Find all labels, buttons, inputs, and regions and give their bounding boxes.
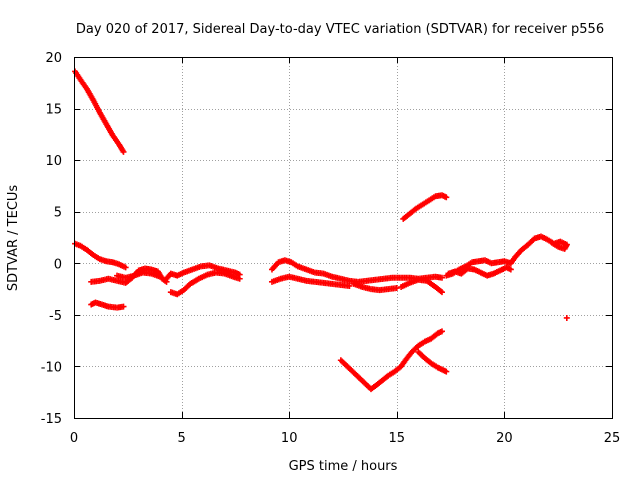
data-points	[72, 68, 570, 393]
series-arc-14	[415, 348, 450, 375]
data-point	[507, 266, 514, 273]
series-arc-1	[72, 68, 127, 155]
series-arc-8	[268, 257, 445, 285]
y-tick-label: 5	[54, 206, 62, 221]
x-tick-label: 10	[281, 431, 298, 446]
grid-lines	[74, 57, 612, 418]
x-tick-label: 25	[604, 431, 621, 446]
data-point	[346, 282, 353, 289]
series-arc-7	[167, 269, 243, 298]
y-tick-label: 15	[45, 103, 62, 118]
data-point	[443, 194, 450, 201]
data-point	[438, 328, 445, 335]
y-tick-label: -15	[41, 412, 62, 427]
series-arc-10	[350, 280, 400, 294]
series-arc-9	[268, 273, 353, 289]
axis-ticks: 0 5 10 15 20 25 -15 -10 -5 0 5 10 15 20	[41, 51, 621, 446]
data-point	[120, 303, 127, 310]
data-point	[122, 264, 129, 271]
series-arc-12	[400, 192, 450, 222]
series-arc-11	[398, 276, 445, 296]
data-point	[120, 148, 127, 155]
y-tick-label: -10	[41, 360, 62, 375]
series-arc-2	[72, 240, 129, 271]
x-tick-label: 15	[389, 431, 406, 446]
data-point	[443, 368, 450, 375]
data-point	[393, 285, 400, 292]
x-tick-label: 5	[177, 431, 185, 446]
series-arc-6	[163, 262, 243, 282]
y-axis-label: SDTVAR / TECUs	[6, 185, 21, 292]
y-tick-label: 0	[54, 257, 62, 272]
data-point	[438, 289, 445, 296]
series-arc-4	[88, 299, 127, 311]
data-point	[157, 273, 164, 280]
data-point	[563, 241, 570, 248]
series-arc-16	[445, 264, 514, 279]
series-arc-17	[548, 239, 570, 252]
data-point	[236, 275, 243, 282]
chart-title: Day 020 of 2017, Sidereal Day-to-day VTE…	[76, 22, 604, 37]
y-tick-label: 20	[45, 51, 62, 66]
x-tick-label: 0	[70, 431, 78, 446]
series-arc-5	[114, 269, 164, 281]
y-tick-label: -5	[49, 309, 62, 324]
data-point	[563, 314, 570, 321]
plot-frame	[74, 57, 613, 419]
y-tick-label: 10	[45, 154, 62, 169]
series-point-18	[563, 314, 570, 321]
data-point	[438, 274, 445, 281]
x-axis-label: GPS time / hours	[289, 459, 398, 474]
x-tick-label: 20	[496, 431, 513, 446]
series-arc-13	[337, 328, 445, 393]
